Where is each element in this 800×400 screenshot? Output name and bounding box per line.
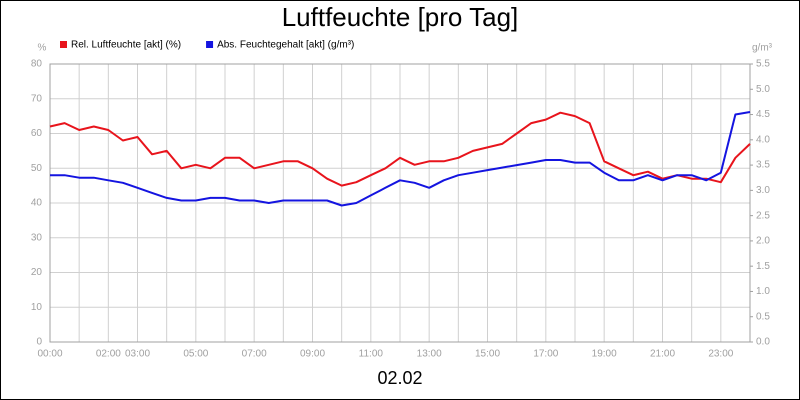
legend-label: Abs. Feuchtegehalt [akt] (g/m³) [217, 40, 354, 51]
y-tick-label: 10 [31, 302, 43, 313]
y2-tick-label: 3.0 [756, 185, 770, 196]
y2-unit: g/m³ [752, 43, 773, 54]
x-tick-label: 03:00 [125, 349, 150, 360]
y-tick-label: 60 [31, 128, 43, 139]
x-tick-label: 02:00 [96, 349, 121, 360]
x-tick-label: 17:00 [533, 349, 558, 360]
legend-marker [60, 41, 67, 48]
x-tick-label: 23:00 [708, 349, 733, 360]
date-label: 02.02 [377, 368, 422, 388]
y2-tick-label: 3.5 [756, 160, 770, 171]
x-tick-label: 13:00 [417, 349, 442, 360]
x-tick-label: 09:00 [300, 349, 325, 360]
x-tick-label: 19:00 [592, 349, 617, 360]
y-unit: % [38, 43, 47, 54]
x-tick-label: 21:00 [650, 349, 675, 360]
y-tick-label: 30 [31, 232, 43, 243]
legend-marker [206, 41, 214, 48]
y2-tick-label: 1.5 [756, 261, 770, 272]
y-tick-label: 80 [31, 59, 43, 70]
y2-tick-label: 4.0 [756, 134, 770, 145]
y-tick-label: 20 [31, 267, 43, 278]
series-line [50, 111, 751, 207]
x-tick-label: 00:00 [37, 349, 62, 360]
x-tick-label: 05:00 [183, 349, 208, 360]
y2-tick-label: 0.5 [756, 311, 770, 322]
plot-border [49, 63, 751, 343]
series-line [49, 111, 751, 187]
legend-label: Rel. Luftfeuchte [akt] (%) [71, 40, 181, 51]
x-tick-label: 07:00 [242, 349, 267, 360]
y2-tick-label: 4.5 [756, 109, 770, 120]
x-tick-label: 11:00 [359, 349, 384, 360]
y-tick-label: 50 [31, 163, 43, 174]
y2-tick-label: 5.0 [756, 84, 770, 95]
y-tick-label: 70 [31, 93, 43, 104]
x-tick-label: 15:00 [475, 349, 500, 360]
y2-tick-label: 0.0 [756, 337, 770, 348]
y2-tick-label: 2.5 [756, 210, 770, 221]
y2-tick-label: 1.0 [756, 286, 770, 297]
chart-title: Luftfeuchte [pro Tag] [282, 2, 519, 32]
y2-tick-label: 5.5 [756, 59, 770, 70]
y-tick-label: 0 [36, 337, 42, 348]
y2-tick-label: 2.0 [756, 236, 770, 247]
y-tick-label: 40 [31, 198, 43, 209]
